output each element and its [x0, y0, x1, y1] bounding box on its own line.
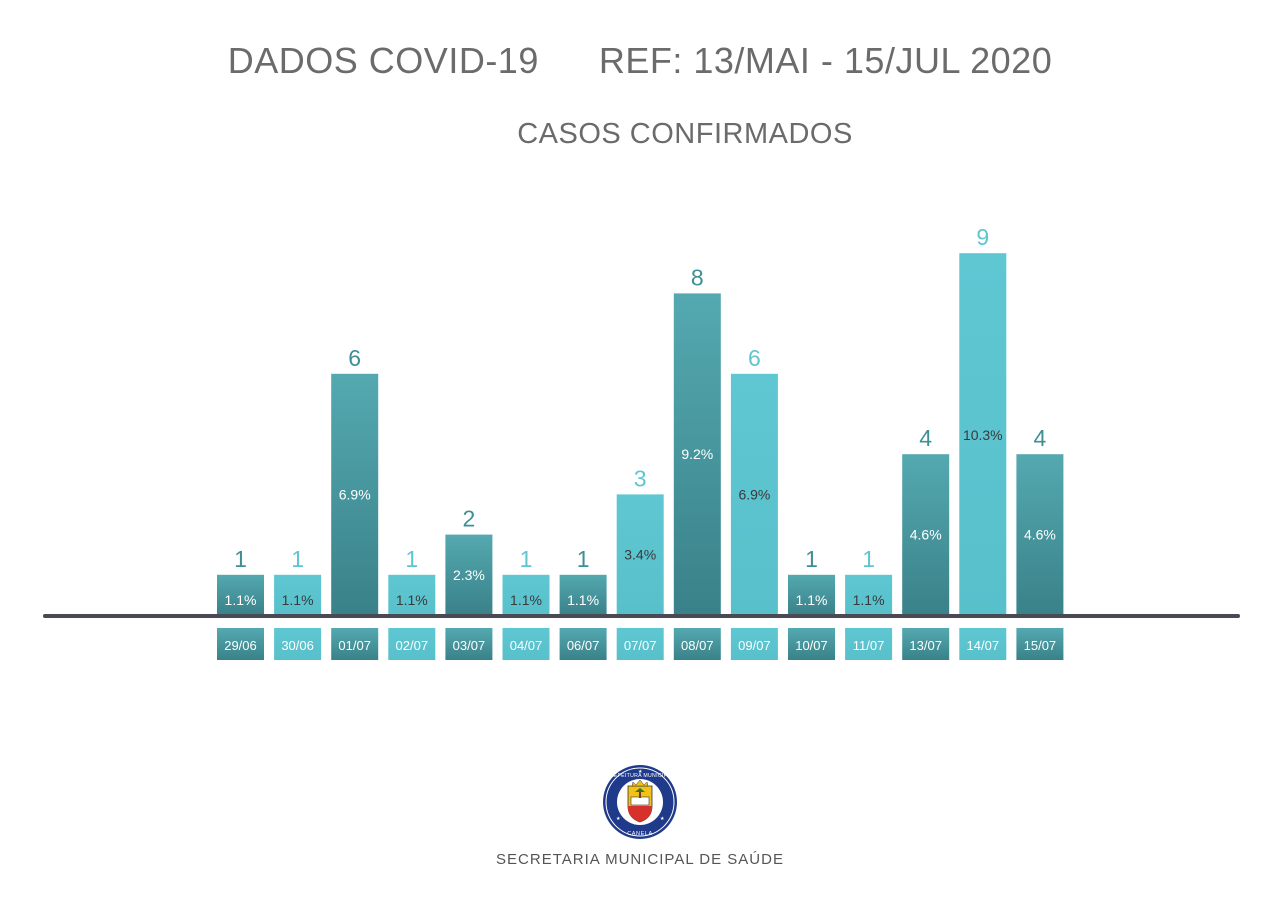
seal-icon: ★ ★ ★ PREFEITURA MUNICIPAL CANELA — [603, 765, 677, 839]
seal-top-text: PREFEITURA MUNICIPAL — [606, 773, 674, 779]
percent-label: 1.1% — [567, 592, 599, 608]
x-tick-label: 04/07 — [510, 638, 543, 653]
chart-title: DADOS COVID-19 — [227, 40, 539, 81]
value-label: 1 — [862, 546, 875, 572]
value-label: 1 — [805, 546, 818, 572]
value-label: 3 — [634, 465, 647, 491]
x-tick-label: 15/07 — [1024, 638, 1057, 653]
x-tick-label: 11/07 — [853, 638, 885, 653]
value-label: 1 — [234, 546, 247, 572]
x-tick-label: 02/07 — [396, 638, 429, 653]
x-tick-box — [559, 628, 607, 660]
x-tick-box — [1016, 628, 1064, 660]
value-label: 8 — [691, 264, 704, 290]
x-tick-box — [673, 628, 721, 660]
percent-label: 1.1% — [282, 592, 314, 608]
x-tick-box — [788, 628, 835, 660]
percent-label: 4.6% — [1024, 527, 1056, 543]
percent-label: 1.1% — [396, 592, 428, 608]
percent-label: 6.9% — [738, 486, 770, 502]
bar-11/07 — [845, 574, 893, 615]
value-label: 1 — [291, 546, 304, 572]
value-label: 4 — [919, 425, 932, 451]
value-label: 6 — [748, 345, 761, 371]
bar-06/07 — [559, 574, 607, 615]
x-tick-box — [902, 628, 950, 660]
bar-09/07 — [730, 373, 778, 615]
x-tick-box — [388, 628, 436, 660]
percent-label: 3.4% — [624, 547, 656, 563]
bar-15/07 — [1016, 454, 1064, 615]
bar-04/07 — [502, 574, 550, 615]
x-tick-label: 30/06 — [281, 638, 314, 653]
chart-subtitle: CASOS CONFIRMADOS — [517, 118, 853, 150]
bar-07/07 — [616, 494, 664, 615]
chart-heading: DADOS COVID-19 REF: 13/MAI - 15/JUL 2020 — [0, 40, 1280, 82]
percent-label: 1.1% — [796, 592, 828, 608]
seal-bottom-text: CANELA — [627, 831, 653, 837]
x-tick-box — [445, 628, 493, 660]
x-tick-box — [845, 628, 893, 660]
percent-label: 1.1% — [225, 592, 257, 608]
value-label: 1 — [520, 546, 533, 572]
percent-label: 1.1% — [510, 592, 542, 608]
canela-city-seal: ★ ★ ★ PREFEITURA MUNICIPAL CANELA — [602, 764, 678, 840]
percent-label: 2.3% — [453, 567, 485, 583]
bar-02/07 — [388, 574, 436, 615]
value-label: 9 — [976, 224, 989, 250]
bar-08/07 — [673, 293, 721, 615]
x-tick-label: 07/07 — [624, 638, 657, 653]
bar-03/07 — [445, 534, 493, 615]
bar-14/07 — [959, 253, 1007, 615]
x-tick-box — [502, 628, 550, 660]
value-label: 1 — [405, 546, 418, 572]
bar-13/07 — [902, 454, 950, 615]
value-label: 1 — [577, 546, 590, 572]
svg-text:★: ★ — [638, 769, 643, 775]
value-label: 6 — [348, 345, 361, 371]
x-tick-box — [331, 628, 379, 660]
x-tick-label: 08/07 — [681, 638, 714, 653]
svg-text:★: ★ — [660, 816, 665, 822]
footer-text: SECRETARIA MUNICIPAL DE SAÚDE — [496, 851, 784, 868]
bar-29/06 — [217, 574, 264, 615]
bar-01/07 — [331, 373, 379, 615]
x-tick-label: 14/07 — [967, 638, 1000, 653]
x-tick-label: 13/07 — [909, 638, 942, 653]
x-tick-box — [274, 628, 322, 660]
x-tick-label: 06/07 — [567, 638, 600, 653]
reference-period: REF: 13/MAI - 15/JUL 2020 — [598, 40, 1053, 81]
x-tick-label: 29/06 — [224, 638, 257, 653]
x-tick-box — [616, 628, 664, 660]
percent-label: 6.9% — [339, 486, 371, 502]
x-tick-label: 10/07 — [795, 638, 828, 653]
x-tick-box — [217, 628, 264, 660]
bar-chart: 1 1.1% 29/06 1 1.1% 30/06 6 6.9% 01/07 1 1.1% 02/07… — [43, 224, 1240, 660]
value-label: 2 — [463, 506, 476, 532]
value-label: 4 — [1034, 425, 1047, 451]
percent-label: 9.2% — [681, 446, 713, 462]
x-tick-box — [730, 628, 778, 660]
svg-text:★: ★ — [616, 816, 621, 822]
x-tick-label: 03/07 — [453, 638, 486, 653]
x-tick-label: 09/07 — [738, 638, 771, 653]
x-tick-label: 01/07 — [338, 638, 371, 653]
percent-label: 10.3% — [963, 427, 1003, 443]
bar-30/06 — [274, 574, 322, 615]
percent-label: 4.6% — [910, 527, 942, 543]
x-tick-box — [959, 628, 1007, 660]
percent-label: 1.1% — [853, 592, 885, 608]
bar-10/07 — [788, 574, 835, 615]
